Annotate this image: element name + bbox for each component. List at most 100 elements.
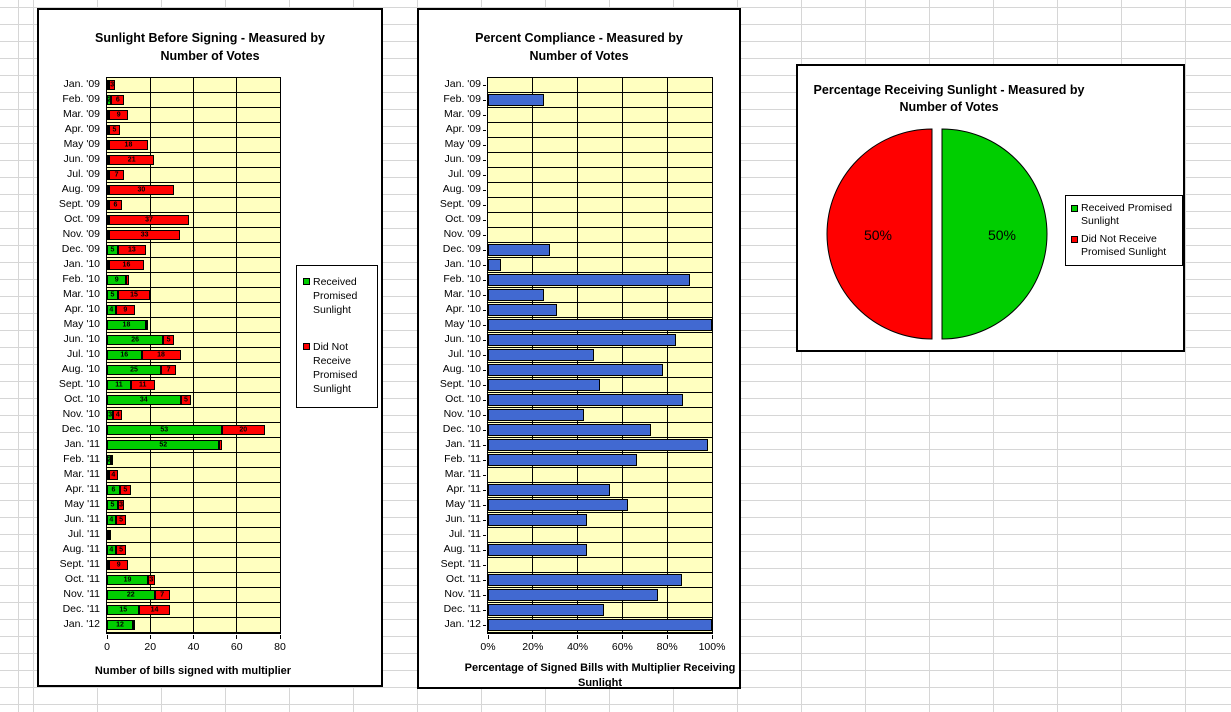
- bar-segment-green[interactable]: 5: [107, 290, 118, 300]
- bar-segment-green[interactable]: 15: [107, 605, 140, 615]
- chart-percentage-receiving-sunlight[interactable]: 50% 50% Percentage Receiving Sunlight - …: [796, 64, 1185, 352]
- compliance-bar[interactable]: [488, 484, 611, 496]
- bar-segment-red[interactable]: 9: [109, 110, 129, 120]
- bar-segment-green[interactable]: [107, 560, 109, 570]
- compliance-bar[interactable]: [488, 94, 544, 106]
- bar-segment-green[interactable]: 11: [107, 380, 131, 390]
- bar-segment-red[interactable]: [145, 320, 148, 330]
- bar-segment-red[interactable]: 3: [117, 500, 125, 510]
- compliance-bar[interactable]: [488, 544, 588, 556]
- chart-percent-compliance[interactable]: Percent Compliance - Measured by Number …: [417, 8, 741, 689]
- bar-segment-green[interactable]: 12: [107, 620, 133, 630]
- bar-segment-red[interactable]: 7: [109, 170, 125, 180]
- bar-segment-red[interactable]: 16: [109, 260, 144, 270]
- bar-segment-green[interactable]: 26: [107, 335, 164, 345]
- bar-segment-green[interactable]: 5: [107, 245, 118, 255]
- compliance-bar[interactable]: [488, 439, 708, 451]
- compliance-bar[interactable]: [488, 289, 544, 301]
- bar-segment-green[interactable]: [107, 110, 109, 120]
- chart-sunlight-before-signing[interactable]: Sunlight Before Signing - Measured by Nu…: [37, 8, 383, 687]
- bar-segment-red[interactable]: 30: [109, 185, 174, 195]
- bar-segment-green[interactable]: 5: [107, 500, 118, 510]
- bar-segment-red[interactable]: 7: [154, 590, 170, 600]
- compliance-bar[interactable]: [488, 514, 588, 526]
- bar-segment-green[interactable]: [107, 230, 109, 240]
- bar-segment-red[interactable]: 9: [115, 305, 136, 315]
- bar-segment-green[interactable]: [107, 170, 109, 180]
- bar-segment-green[interactable]: 4: [107, 305, 116, 315]
- bar-segment-red[interactable]: 9: [109, 560, 129, 570]
- bar-segment-red[interactable]: 3: [148, 575, 155, 585]
- bar-segment-green[interactable]: [107, 185, 109, 195]
- chart3-legend[interactable]: Received Promised Sunlight Did Not Recei…: [1065, 195, 1183, 266]
- compliance-bar[interactable]: [488, 394, 684, 406]
- bar-segment-red[interactable]: 5: [163, 335, 175, 345]
- bar-segment-red[interactable]: 5: [115, 515, 127, 525]
- compliance-bar[interactable]: [488, 259, 502, 271]
- bar-segment-green[interactable]: 19: [107, 575, 149, 585]
- bar-segment-red[interactable]: 33: [109, 230, 181, 240]
- bar-segment-red[interactable]: 18: [109, 140, 148, 150]
- pie-slice-did-not-receive[interactable]: [826, 128, 933, 340]
- bar-segment-green[interactable]: 2: [107, 95, 112, 105]
- chart1-plot-area[interactable]: 3 2 6 9 5 18 21 7 30 6 37 33 5 13 16 9 5 15 4 9 18 26 5 16 18 25 7…: [106, 77, 281, 634]
- bar-segment-red[interactable]: 6: [109, 200, 122, 210]
- bar-segment-green[interactable]: 25: [107, 365, 162, 375]
- bar-segment-green[interactable]: 22: [107, 590, 155, 600]
- compliance-bar[interactable]: [488, 409, 585, 421]
- compliance-bar[interactable]: [488, 604, 604, 616]
- compliance-bar[interactable]: [488, 379, 600, 391]
- bar-segment-green[interactable]: [107, 80, 109, 90]
- bar-segment-green[interactable]: 6: [107, 485, 120, 495]
- bar-segment-red[interactable]: 7: [161, 365, 177, 375]
- bar-segment-green[interactable]: 52: [107, 440, 220, 450]
- bar-segment-red[interactable]: 14: [139, 605, 170, 615]
- bar-segment-red[interactable]: 6: [111, 95, 125, 105]
- compliance-bar[interactable]: [488, 499, 628, 511]
- compliance-bar[interactable]: [488, 574, 682, 586]
- bar-segment-green[interactable]: 16: [107, 350, 142, 360]
- bar-segment-red[interactable]: 15: [117, 290, 151, 300]
- bar-segment-red[interactable]: 18: [141, 350, 181, 360]
- bar-segment-green[interactable]: 9: [107, 275, 127, 285]
- bar-segment-red[interactable]: 5: [109, 125, 120, 135]
- bar-segment-red[interactable]: [126, 275, 129, 285]
- bar-segment-red[interactable]: [109, 530, 112, 540]
- chart1-legend[interactable]: Received Promised Sunlight Did Not Recei…: [296, 265, 378, 408]
- bar-segment-red[interactable]: 5: [119, 485, 131, 495]
- bar-segment-red[interactable]: 5: [115, 545, 127, 555]
- bar-segment-red[interactable]: 21: [109, 155, 155, 165]
- bar-segment-green[interactable]: [107, 215, 109, 225]
- bar-segment-green[interactable]: [107, 470, 109, 480]
- bar-segment-red[interactable]: 5: [180, 395, 192, 405]
- bar-segment-green[interactable]: 4: [107, 545, 116, 555]
- compliance-bar[interactable]: [488, 304, 557, 316]
- bar-segment-green[interactable]: [107, 200, 109, 210]
- bar-segment-green[interactable]: 2: [107, 455, 112, 465]
- chart2-plot-area[interactable]: [483, 77, 713, 634]
- bar-segment-green[interactable]: 18: [107, 320, 146, 330]
- bar-segment-red[interactable]: [132, 620, 135, 630]
- compliance-bar[interactable]: [488, 244, 551, 256]
- bar-segment-red[interactable]: [219, 440, 222, 450]
- compliance-bar[interactable]: [488, 619, 712, 631]
- compliance-bar[interactable]: [488, 319, 712, 331]
- compliance-bar[interactable]: [488, 589, 659, 601]
- compliance-bar[interactable]: [488, 454, 638, 466]
- bar-segment-green[interactable]: [107, 140, 109, 150]
- compliance-bar[interactable]: [488, 274, 690, 286]
- bar-segment-green[interactable]: [107, 125, 109, 135]
- bar-segment-green[interactable]: 4: [107, 515, 116, 525]
- bar-segment-green[interactable]: [107, 155, 109, 165]
- compliance-bar[interactable]: [488, 424, 651, 436]
- compliance-bar[interactable]: [488, 349, 594, 361]
- bar-segment-green[interactable]: [107, 530, 109, 540]
- bar-segment-red[interactable]: [111, 455, 114, 465]
- bar-segment-red[interactable]: 13: [117, 245, 146, 255]
- bar-segment-red[interactable]: 20: [221, 425, 265, 435]
- bar-segment-green[interactable]: 34: [107, 395, 181, 405]
- compliance-bar[interactable]: [488, 364, 663, 376]
- bar-segment-red[interactable]: 37: [109, 215, 189, 225]
- bar-segment-red[interactable]: 4: [113, 410, 123, 420]
